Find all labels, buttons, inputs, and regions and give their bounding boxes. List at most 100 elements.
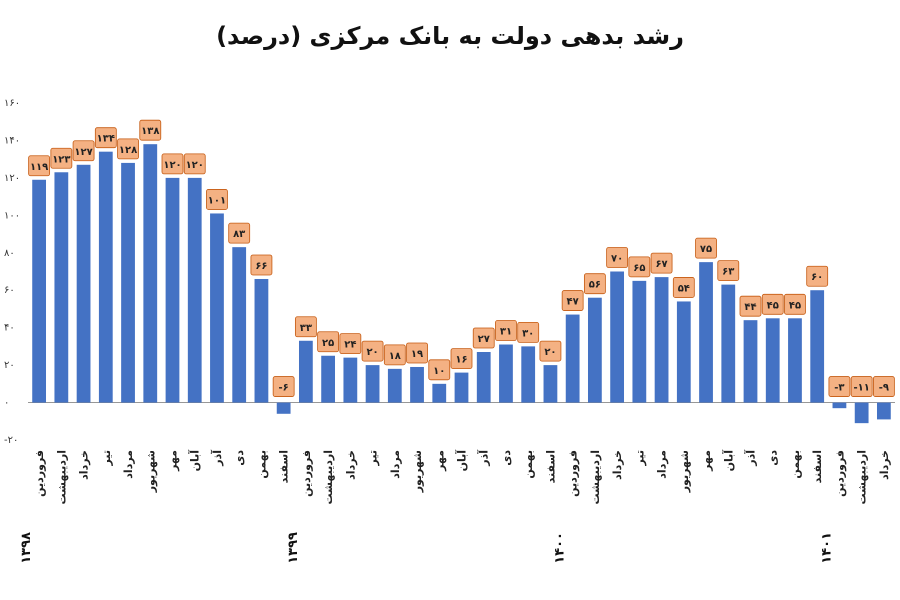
x-category-label: خرداد <box>878 450 891 480</box>
bar <box>632 280 647 403</box>
data-label: ۸۳ <box>228 222 251 244</box>
data-label: ۳۰ <box>517 321 540 343</box>
data-label: ۲۷ <box>472 327 495 349</box>
data-label-box <box>139 119 162 141</box>
data-label-text: ۱۱۹ <box>30 162 48 173</box>
data-label-text: ۶۶ <box>255 261 267 272</box>
year-label: ۱۳۹۹ <box>286 532 301 564</box>
data-label-text: ۳۱ <box>500 327 512 338</box>
data-label-text: ۱۳۸ <box>141 126 159 137</box>
data-label-box <box>206 189 228 210</box>
x-category-label: آذر <box>477 450 491 467</box>
y-tick-label: ۱۴۰ <box>4 135 20 146</box>
data-label-text: ۲۴ <box>344 340 356 351</box>
x-category-label: خرداد <box>78 450 91 480</box>
data-label: ۴۴ <box>739 295 762 317</box>
data-label-box <box>672 277 695 298</box>
bar <box>610 271 625 403</box>
x-category-label: مهر <box>433 450 446 472</box>
y-tick-label: ۱۰۰ <box>4 210 20 221</box>
data-label-box <box>717 260 740 282</box>
data-label-box <box>517 321 540 343</box>
bar <box>721 284 736 403</box>
x-category-label: مهر <box>700 450 713 472</box>
data-label-box <box>228 222 251 244</box>
data-label: ۱۶ <box>450 348 473 370</box>
y-tick-label: ۸۰ <box>4 248 15 259</box>
data-label: -۹ <box>872 376 895 397</box>
bar <box>476 352 491 403</box>
data-label: -۶ <box>272 376 295 397</box>
data-label-box <box>361 340 384 362</box>
data-label-box <box>161 153 184 175</box>
data-label: ۴۵ <box>761 293 784 315</box>
bar <box>765 318 780 403</box>
data-label: ۵۶ <box>583 273 606 295</box>
bar <box>432 383 447 403</box>
data-label: ۲۰ <box>539 340 562 362</box>
data-label: ۶۷ <box>650 252 673 274</box>
x-category-label: دی <box>500 450 513 466</box>
data-label-text: ۴۵ <box>789 300 801 311</box>
data-label-text: ۱۰۱ <box>208 195 226 206</box>
data-label: ۳۳ <box>294 316 317 338</box>
data-label-box <box>828 376 851 397</box>
x-category-label: اردیبهشت <box>55 450 68 504</box>
data-label-box <box>761 293 784 315</box>
data-label: ۱۲۰ <box>161 153 184 175</box>
y-tick-label: ۶۰ <box>4 285 15 296</box>
data-label: ۱۰ <box>428 359 451 381</box>
data-label-text: -۱۱ <box>853 383 869 394</box>
data-label: ۱۲۰ <box>183 153 206 175</box>
data-label-text: ۷۰ <box>611 254 623 265</box>
data-label-box <box>406 342 428 364</box>
data-label-box <box>28 155 51 177</box>
bar <box>143 144 158 403</box>
year-label: ۱۳۹۸ <box>19 532 34 564</box>
data-label-box <box>695 237 717 259</box>
x-category-label: بهمن <box>255 450 268 479</box>
data-label: ۷۰ <box>606 247 629 268</box>
data-label: ۱۸ <box>383 344 406 366</box>
data-label: ۳۱ <box>495 320 517 341</box>
data-label-text: ۲۰ <box>366 347 378 358</box>
data-label-text: ۱۲۰ <box>186 160 204 171</box>
x-category-label: اردیبهشت <box>856 450 869 504</box>
data-label: ۱۱۹ <box>28 155 51 177</box>
data-label-box <box>806 265 829 287</box>
data-label-box <box>272 376 295 397</box>
data-label: ۶۳ <box>717 260 740 282</box>
x-category-label: تیر <box>367 450 380 466</box>
bar <box>365 365 380 403</box>
data-label-text: ۵۴ <box>678 283 690 294</box>
data-label-box <box>561 290 584 311</box>
bar <box>121 162 135 403</box>
bar <box>499 344 513 403</box>
x-category-label: آبان <box>721 450 735 472</box>
data-label: ۵۴ <box>672 277 695 298</box>
data-label-text: ۶۳ <box>722 267 734 278</box>
bar <box>854 402 869 424</box>
data-label-box <box>539 340 562 362</box>
data-label-box <box>339 333 362 355</box>
data-label: ۴۵ <box>784 293 806 315</box>
bar <box>587 297 602 403</box>
x-category-label: شهریور <box>411 450 424 493</box>
chart-title: رشد بدهی دولت به بانک مرکزی (درصد) <box>216 22 684 50</box>
y-tick-label: -۲۰ <box>4 435 18 446</box>
data-label-box <box>784 293 806 315</box>
data-label-text: ۱۶ <box>455 355 467 366</box>
bar <box>276 402 291 414</box>
data-label: ۱۹ <box>406 342 428 364</box>
data-label-box <box>72 140 95 162</box>
data-labels: ۱۱۹ ۱۲۳ ۱۲۷ ۱۳۴ ۱۲۸ ۱۳۸ ۱۲۰ ۱۲۰ ۱۰۱ ۸۳ ۶۶ -۶ ۳۳ ۲۵ ۲۴ ۲… <box>28 119 895 397</box>
data-label-text: ۳۰ <box>522 328 534 339</box>
x-category-label: آذر <box>210 450 224 467</box>
x-category-label: تیر <box>633 450 646 466</box>
data-label-text: ۳۳ <box>300 323 312 334</box>
data-label-box <box>583 273 606 295</box>
x-category-label: مهر <box>167 450 180 472</box>
x-category-label: دی <box>767 450 780 466</box>
data-label-box <box>117 138 139 160</box>
bar <box>699 262 713 403</box>
